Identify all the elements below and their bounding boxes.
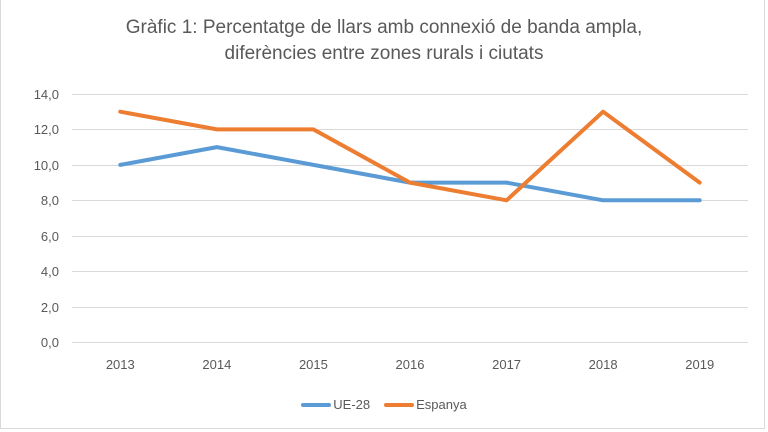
- legend-label-ue28: UE-28: [333, 397, 371, 412]
- y-tick-label: 4,0: [41, 264, 59, 279]
- y-tick-label: 6,0: [41, 229, 59, 244]
- x-tick-label: 2014: [202, 357, 231, 372]
- series-lines: [118, 109, 702, 203]
- legend-item-ue28[interactable]: UE-28: [301, 397, 370, 412]
- y-tick-label: 2,0: [41, 300, 59, 315]
- y-tick-label: 12,0: [34, 122, 59, 137]
- x-tick-label: 2017: [492, 357, 521, 372]
- x-tick-label: 2015: [299, 357, 328, 372]
- legend: UE-28 Espanya: [0, 397, 768, 412]
- legend-item-espanya[interactable]: Espanya: [384, 397, 467, 412]
- y-tick-label: 10,0: [34, 158, 59, 173]
- y-tick-label: 14,0: [34, 87, 59, 102]
- x-tick-label: 2016: [396, 357, 425, 372]
- series-line-ue-28: [118, 145, 702, 203]
- y-tick-label: 8,0: [41, 193, 59, 208]
- chart-title-line-1: Gràfic 1: Percentatge de llars amb conne…: [125, 17, 643, 38]
- x-tick-label: 2018: [589, 357, 618, 372]
- legend-swatch-ue28: [301, 402, 332, 407]
- x-tick-label: 2013: [106, 357, 135, 372]
- y-axis-ticks: 0,0 2,0 4,0 6,0 8,0 10,0 12,0 14,0: [34, 87, 59, 350]
- chart-title-line-2: diferències entre zones rurals i ciutats: [224, 43, 544, 64]
- legend-label-espanya: Espanya: [416, 397, 467, 412]
- legend-swatch-espanya: [384, 402, 415, 407]
- gridlines: [72, 94, 748, 343]
- x-tick-label: 2019: [685, 357, 714, 372]
- x-axis-ticks: 2013 2014 2015 2016 2017 2018 2019: [106, 357, 714, 372]
- y-tick-label: 0,0: [41, 335, 59, 350]
- series-line-espanya: [118, 109, 702, 203]
